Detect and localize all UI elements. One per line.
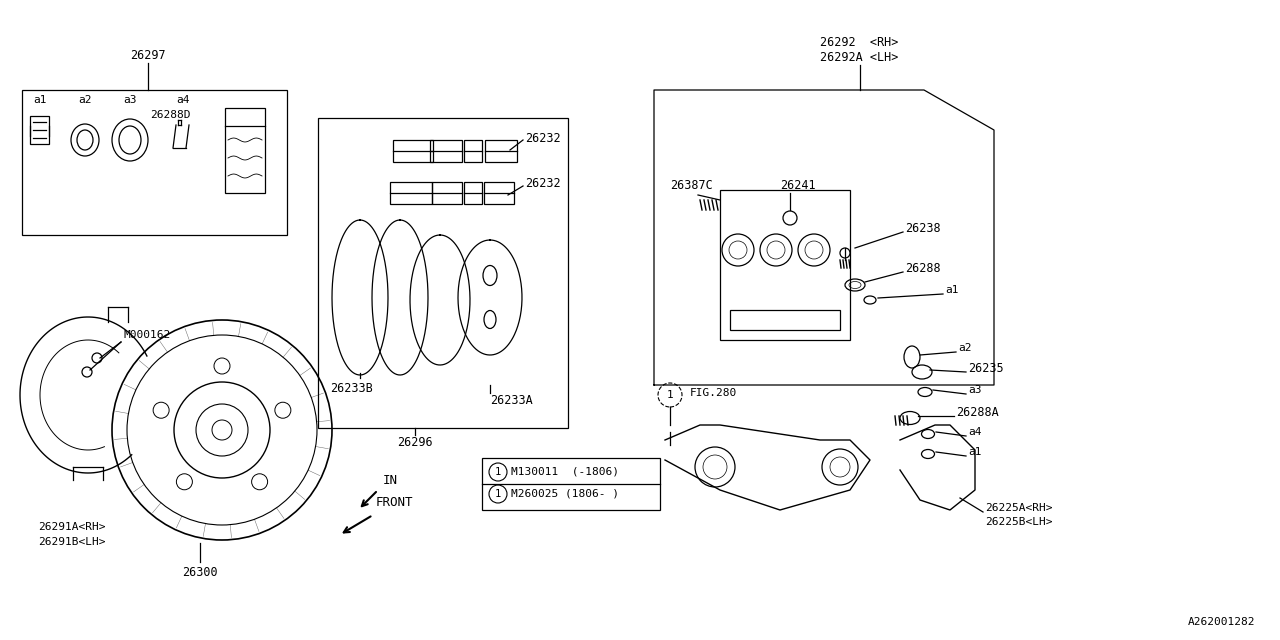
Bar — [730, 310, 840, 330]
Text: 26233B: 26233B — [330, 381, 372, 394]
Text: 26232: 26232 — [525, 177, 561, 189]
Bar — [430, 140, 462, 162]
Text: 26292A <LH>: 26292A <LH> — [820, 51, 899, 63]
Text: a1: a1 — [33, 95, 47, 105]
Text: M130011  (-1806): M130011 (-1806) — [511, 467, 620, 477]
Text: 26291B<LH>: 26291B<LH> — [38, 537, 105, 547]
Text: 26232: 26232 — [525, 131, 561, 145]
Text: a4: a4 — [177, 95, 189, 105]
Text: 26291A<RH>: 26291A<RH> — [38, 522, 105, 532]
Bar — [721, 190, 850, 340]
Text: 26296: 26296 — [397, 436, 433, 449]
Text: a4: a4 — [968, 427, 982, 437]
Text: M000162: M000162 — [123, 330, 170, 340]
Text: a2: a2 — [78, 95, 92, 105]
Bar — [485, 140, 517, 162]
Text: 26288A: 26288A — [956, 406, 998, 419]
Text: a2: a2 — [957, 343, 972, 353]
Bar — [465, 140, 483, 162]
Text: A262001282: A262001282 — [1188, 617, 1254, 627]
Text: FRONT: FRONT — [376, 497, 413, 509]
Text: a3: a3 — [123, 95, 137, 105]
Text: 1: 1 — [495, 489, 502, 499]
Text: 26300: 26300 — [182, 566, 218, 579]
Bar — [433, 182, 462, 204]
Text: 26297: 26297 — [131, 49, 166, 61]
Text: FIG.280: FIG.280 — [690, 388, 737, 398]
Text: 26225B<LH>: 26225B<LH> — [986, 517, 1052, 527]
Text: 26241: 26241 — [780, 179, 815, 191]
Text: a1: a1 — [968, 447, 982, 457]
Text: a3: a3 — [968, 385, 982, 395]
Text: 1: 1 — [667, 390, 673, 400]
Text: M260025 (1806- ): M260025 (1806- ) — [511, 489, 620, 499]
Text: 26387C: 26387C — [669, 179, 713, 191]
Bar — [225, 108, 265, 193]
Bar — [22, 90, 287, 235]
Bar — [465, 182, 483, 204]
Text: 1: 1 — [495, 467, 502, 477]
Text: 26225A<RH>: 26225A<RH> — [986, 503, 1052, 513]
Text: 26292  <RH>: 26292 <RH> — [820, 35, 899, 49]
Bar — [317, 118, 568, 428]
Bar — [393, 140, 433, 162]
Bar — [390, 182, 433, 204]
Text: 26288D: 26288D — [150, 110, 191, 120]
Text: 26238: 26238 — [905, 221, 941, 234]
Text: 26233A: 26233A — [490, 394, 532, 406]
Bar — [483, 458, 660, 510]
Text: 26288: 26288 — [905, 262, 941, 275]
Text: a1: a1 — [945, 285, 959, 295]
Bar — [29, 116, 49, 144]
Text: 26235: 26235 — [968, 362, 1004, 374]
Text: IN: IN — [383, 474, 398, 486]
Bar — [484, 182, 515, 204]
